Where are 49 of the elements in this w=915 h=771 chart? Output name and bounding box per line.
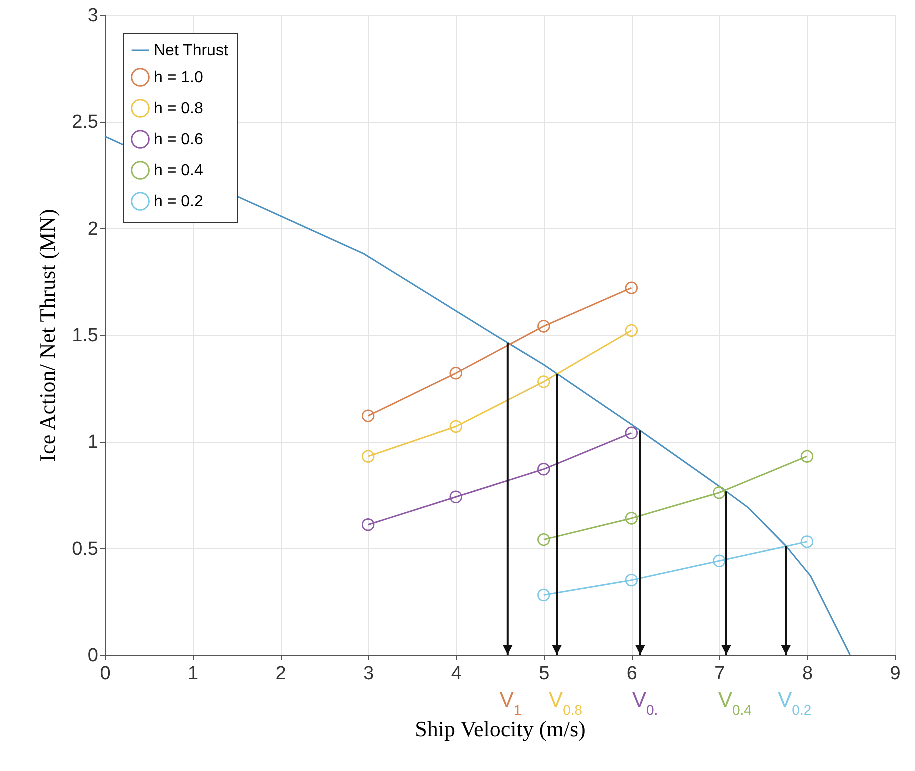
y-axis-title: Ice Action/ Net Thrust (MN)	[35, 209, 60, 462]
point	[538, 376, 550, 388]
x-tick-label: 4	[451, 664, 462, 684]
y-tick-label: 1	[88, 432, 98, 454]
point	[450, 490, 462, 504]
legend-label: Net Thrust	[154, 42, 229, 60]
y-tick-label: 3	[88, 6, 98, 26]
ref-line-label: V$_{0.}$	[632, 689, 658, 718]
point	[362, 410, 375, 422]
point	[713, 486, 726, 500]
y-tick-label: 2	[88, 218, 98, 240]
legend-label: h = 1.0	[154, 70, 204, 86]
y-tick-label: 2.5	[72, 112, 98, 134]
point	[625, 324, 638, 338]
legend-label: h = 0.6	[154, 132, 204, 148]
ref-line-label: V$_{1}$	[500, 689, 522, 718]
point	[625, 426, 638, 440]
x-tick-label: 2	[276, 664, 286, 684]
point	[450, 367, 462, 380]
y-tick-label: 0.5	[72, 538, 98, 560]
point	[713, 554, 726, 568]
point	[538, 533, 550, 546]
point	[362, 518, 375, 532]
x-tick-label: 3	[364, 664, 374, 684]
legend-label: h = 0.8	[154, 100, 204, 118]
y-tick-label: 1.5	[72, 326, 98, 346]
point	[625, 512, 638, 525]
point	[625, 282, 638, 294]
x-tick-label: 1	[188, 664, 199, 684]
x-tick-label: 6	[626, 664, 638, 684]
legend-label: h = 0.4	[154, 162, 204, 180]
point	[538, 588, 550, 602]
point	[625, 574, 638, 587]
x-tick-label: 8	[802, 664, 814, 684]
x-tick-label: 7	[714, 664, 726, 684]
point	[538, 463, 550, 476]
point	[450, 420, 462, 434]
x-tick-label: 9	[890, 664, 901, 684]
legend-label: h = 0.2	[154, 194, 204, 210]
ref-line-label: V$_{0.8}$	[549, 689, 583, 718]
point	[800, 536, 814, 548]
y-tick-label: 0	[88, 646, 98, 666]
point	[800, 450, 814, 463]
point	[362, 450, 375, 463]
ref-line-label: V$_{0.4}$	[718, 689, 752, 718]
x-tick-label: 5	[539, 664, 550, 684]
ref-line-label: V$_{0.2}$	[778, 689, 812, 718]
x-axis-title: Ship Velocity (m/s)	[415, 716, 586, 742]
point	[538, 320, 550, 333]
